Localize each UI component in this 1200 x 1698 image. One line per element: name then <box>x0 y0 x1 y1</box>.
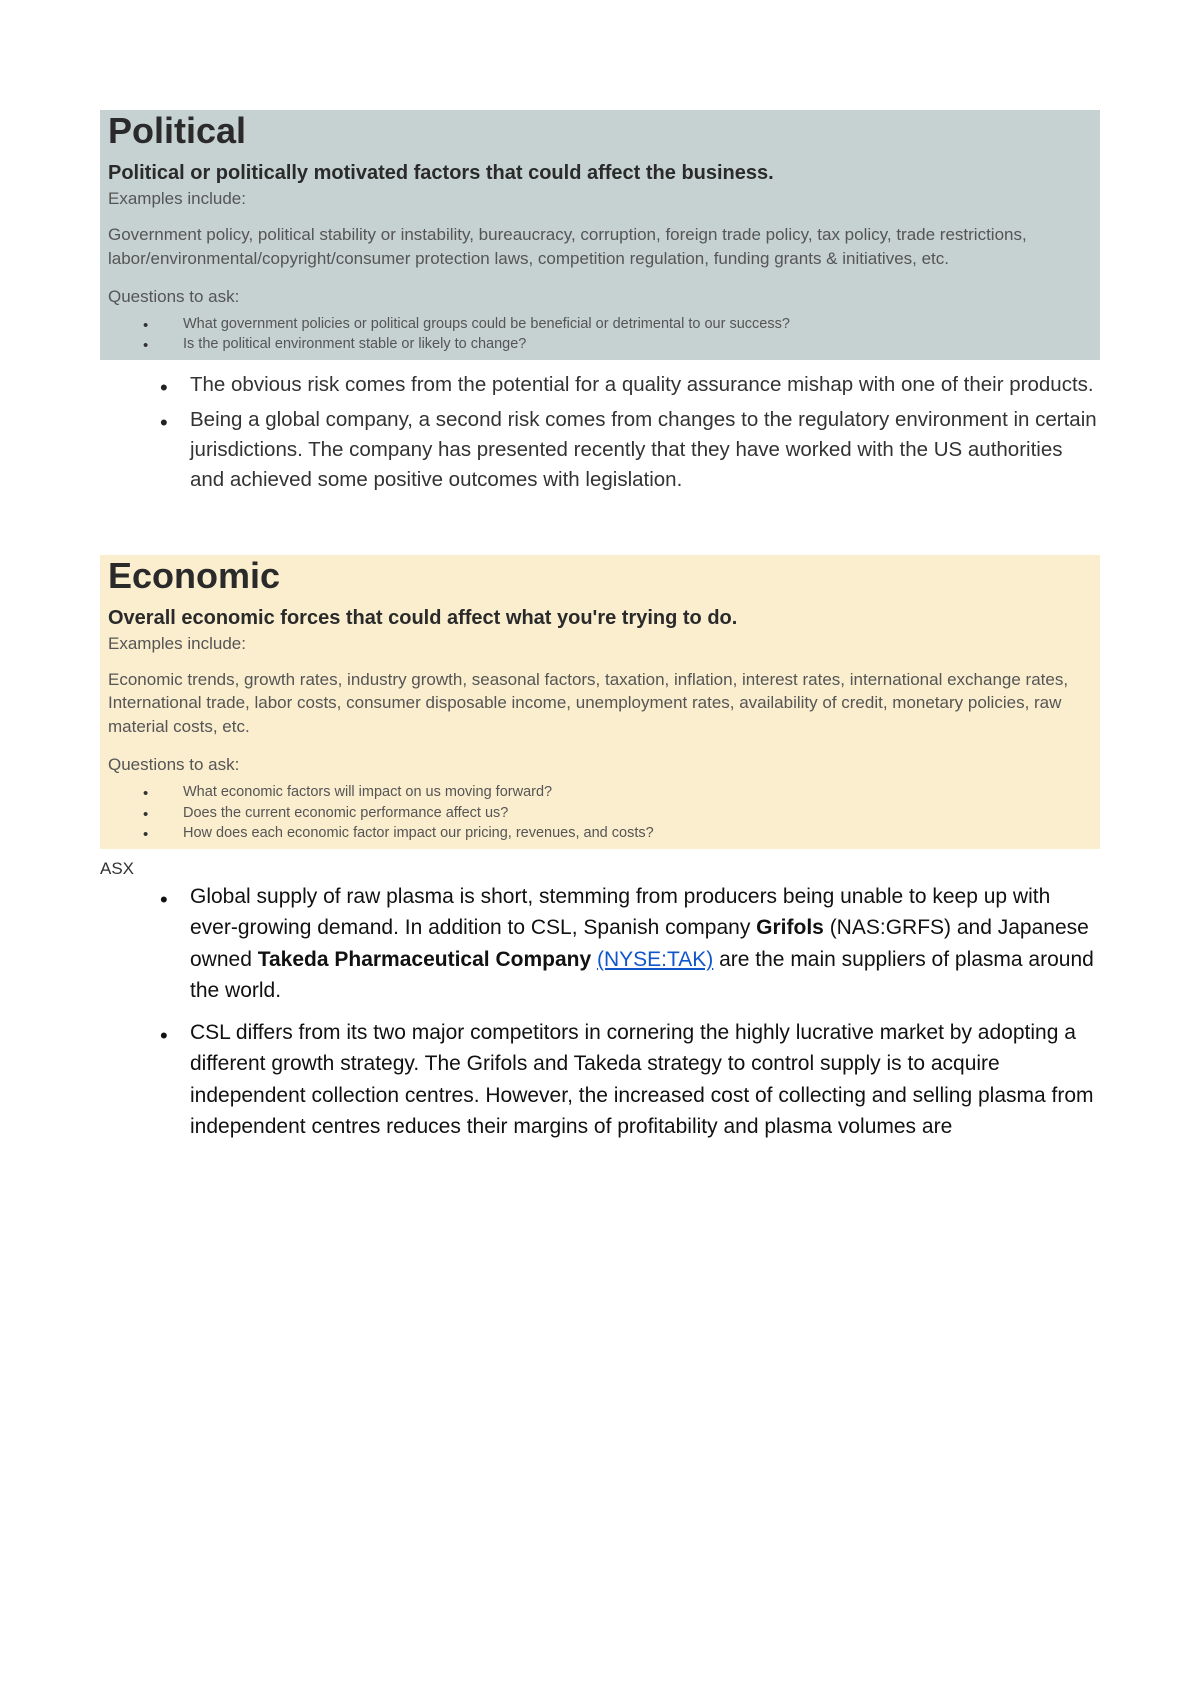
list-item: How does each economic factor impact our… <box>143 824 1092 844</box>
political-analysis-list: The obvious risk comes from the potentia… <box>100 370 1100 495</box>
list-item: Is the political environment stable or l… <box>143 335 1092 355</box>
list-item: Does the current economic performance af… <box>143 804 1092 824</box>
list-item: What economic factors will impact on us … <box>143 783 1092 803</box>
economic-examples-label: Examples include: <box>108 634 1092 654</box>
economic-questions-list: What economic factors will impact on us … <box>108 783 1092 844</box>
economic-heading: Economic <box>108 555 1092 597</box>
bold-text: Grifols <box>756 916 824 939</box>
economic-subhead: Overall economic forces that could affec… <box>108 605 1092 632</box>
list-item: CSL differs from its two major competito… <box>160 1017 1100 1143</box>
economic-questions-label: Questions to ask: <box>108 755 1092 775</box>
political-section: Political Political or politically motiv… <box>100 110 1100 360</box>
list-item: Being a global company, a second risk co… <box>160 405 1100 494</box>
economic-analysis-list: Global supply of raw plasma is short, st… <box>100 881 1100 1143</box>
political-examples-label: Examples include: <box>108 189 1092 209</box>
list-item: The obvious risk comes from the potentia… <box>160 370 1100 400</box>
political-questions-label: Questions to ask: <box>108 287 1092 307</box>
economic-section: Economic Overall economic forces that co… <box>100 555 1100 849</box>
list-item: Global supply of raw plasma is short, st… <box>160 881 1100 1007</box>
list-item: What government policies or political gr… <box>143 315 1092 335</box>
ticker-link[interactable]: (NYSE:TAK) <box>597 948 713 971</box>
political-heading: Political <box>108 110 1092 152</box>
economic-examples-text: Economic trends, growth rates, industry … <box>108 668 1092 739</box>
political-examples-text: Government policy, political stability o… <box>108 223 1092 271</box>
political-subhead: Political or politically motivated facto… <box>108 160 1092 187</box>
asx-label: ASX <box>100 859 1100 879</box>
bold-text: Takeda Pharmaceutical Company <box>258 948 591 971</box>
political-questions-list: What government policies or political gr… <box>108 315 1092 355</box>
